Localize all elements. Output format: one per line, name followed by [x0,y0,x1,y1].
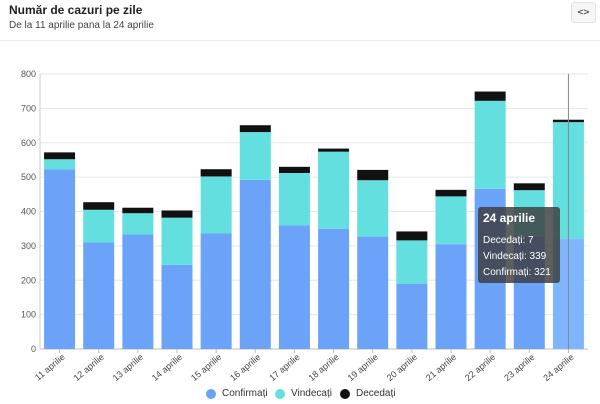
bar-decedati [161,210,193,218]
bar-vindecati [122,213,154,235]
tooltip-decedati: Decedați: 7 [483,235,534,246]
stacked-bar-chart: 0 100 200 300 400 500 600 700 800 11 aprilie 12 ap… [21,69,588,383]
bar-confirmati [161,264,193,349]
legend-dot-confirmati [206,388,216,399]
legend-label-vindecati: Vindecați [291,388,332,399]
legend-item-vindecati[interactable]: Vindecați [275,388,332,399]
bar-decedati [357,169,389,181]
legend-dot-decedati [340,388,350,399]
bar-decedati [200,169,232,177]
hover-tooltip: 24 aprilie Decedați: 7 Vindecați: 339 Co… [478,207,560,283]
x-tick-label: 23 aprilie [502,352,536,383]
x-tick-label: 24 aprilie [541,352,575,383]
bar-decedati [278,166,310,173]
x-tick-label: 20 aprilie [385,352,419,383]
legend-label-decedati: Decedați [356,388,396,399]
bar-confirmati [396,283,428,349]
x-tick-label: 12 aprilie [72,352,106,383]
y-tick-label: 800 [21,69,36,79]
bar-decedati [435,189,467,197]
bar-vindecati [161,217,193,265]
x-tick-label: 16 aprilie [228,352,262,383]
y-tick-label: 200 [21,275,36,285]
bar-vindecati [435,196,467,245]
bar-decedati [513,183,545,191]
legend-label-confirmati: Confirmați [222,388,268,399]
x-tick-label: 13 aprilie [111,352,145,383]
bar-vindecati [44,159,76,170]
bar-decedati [83,202,115,210]
bar-decedati [122,207,154,214]
bar-vindecati [474,100,506,189]
x-tick-label: 19 aprilie [346,352,380,383]
bar-confirmati [122,234,154,349]
x-tick-label: 17 aprilie [267,352,301,383]
embed-code-icon[interactable]: <> [571,2,596,23]
bar-confirmati [239,179,271,349]
legend-item-decedati[interactable]: Decedați [340,388,395,399]
x-tick-label: 18 aprilie [306,352,340,383]
bar-decedati [474,91,506,101]
bar-vindecati [396,240,428,284]
bar-decedati [239,125,271,133]
tooltip-vindecati: Vindecați: 339 [483,251,547,262]
x-tick-label: 14 aprilie [150,352,184,383]
legend-dot-vindecati [275,388,285,399]
legend-item-confirmati[interactable]: Confirmați [206,388,268,399]
bar-decedati [396,231,428,241]
bar-vindecati [83,209,115,243]
y-tick-label: 500 [21,172,36,182]
chart-header: Număr de cazuri pe zile De la 11 aprilie… [0,0,600,41]
y-tick-label: 400 [21,207,36,217]
bar-decedati [44,152,76,160]
bar-vindecati [239,132,271,180]
x-tick-label: 11 aprilie [33,352,67,383]
bar-vindecati [278,173,310,226]
chart-legend: Confirmați Vindecați Decedați [0,388,600,404]
tooltip-confirmati: Confirmați: 321 [483,267,551,278]
y-tick-label: 700 [21,103,36,113]
chart-title: Număr de cazuri pe zile [9,3,143,17]
x-tick-label: 15 aprilie [189,352,223,383]
bar-vindecati [318,151,350,229]
bar-vindecati [357,180,389,237]
bar-confirmati [318,228,350,349]
bar-confirmati [357,236,389,349]
bar-confirmati [44,169,76,349]
x-tick-label: 22 aprilie [463,352,497,383]
bar-confirmati [200,233,232,349]
tooltip-title: 24 aprilie [483,211,536,225]
chart-subtitle: De la 11 aprilie pana la 24 aprilie [9,20,154,31]
bar-vindecati [200,176,232,234]
bar-decedati [318,148,350,152]
y-tick-label: 100 [21,310,36,320]
y-tick-label: 300 [21,241,36,251]
bar-confirmati [278,225,310,349]
bar-confirmati [83,242,115,349]
x-tick-label: 21 aprilie [424,352,458,383]
bar-confirmati [435,244,467,349]
y-tick-label: 600 [21,138,36,148]
y-tick-label: 0 [31,344,36,354]
